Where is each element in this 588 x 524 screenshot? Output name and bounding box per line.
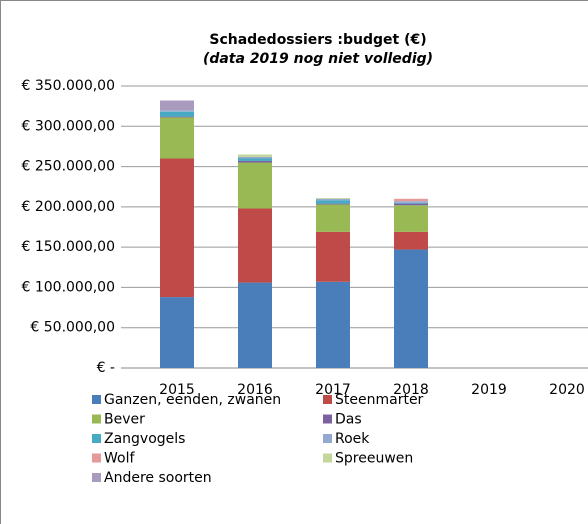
x-tick-label: 2016 [237, 382, 273, 398]
bar-segment [238, 156, 272, 159]
bar-segment [316, 204, 350, 232]
y-tick-label: € 100.000,00 [21, 279, 115, 295]
x-tick-label: 2017 [315, 382, 351, 398]
y-tick-label: € 150.000,00 [21, 239, 115, 255]
bar-segment [238, 208, 272, 283]
legend-label: Spreeuwen [335, 451, 413, 467]
y-tick-label: € 50.000,00 [30, 320, 115, 336]
bar-segment [160, 110, 194, 112]
bar-segment [316, 200, 350, 204]
chart-title: Schadedossiers :budget (€) [209, 32, 426, 48]
legend-label: Andere soorten [104, 470, 212, 486]
legend-swatch [323, 414, 332, 424]
bar-segment [160, 111, 194, 117]
bar-segment [316, 231, 350, 282]
legend-label: Steenmarter [335, 392, 424, 408]
bar-segment [160, 100, 194, 111]
chart-subtitle: (data 2019 nog niet volledig) [203, 51, 433, 67]
bar-segment [394, 202, 428, 204]
bar-segment [238, 162, 272, 209]
legend-swatch [92, 414, 101, 424]
bar-segment [160, 297, 194, 368]
y-tick-label: € - [97, 360, 115, 376]
x-tick-label: 2019 [471, 382, 507, 398]
legend-swatch [323, 395, 332, 404]
legend-swatch [92, 473, 101, 482]
bar-segment [316, 198, 350, 201]
bar-segment [316, 197, 350, 199]
legend-swatch [92, 453, 101, 463]
bar-segment [394, 201, 428, 203]
x-tick-label: 2018 [393, 382, 429, 398]
bar-segment [316, 281, 350, 368]
x-tick-label: 2015 [159, 382, 195, 398]
bar-segment [394, 205, 428, 232]
legend-label: Das [335, 412, 362, 428]
bar-segment [238, 282, 272, 368]
y-tick-label: € 250.000,00 [21, 159, 115, 175]
bar-segment [160, 116, 194, 118]
y-tick-label: € 300.000,00 [21, 118, 115, 134]
legend-label: Zangvogels [104, 431, 185, 447]
legend-label: Wolf [104, 451, 135, 467]
legend-swatch [323, 434, 332, 443]
bar-segment [160, 158, 194, 298]
x-tick-label: 2020 [549, 382, 585, 398]
bar-segment [238, 158, 272, 161]
bar-segment [394, 231, 428, 250]
bar-segment [160, 117, 194, 159]
y-tick-label: € 350.000,00 [21, 78, 115, 94]
bar-segment [394, 249, 428, 368]
legend-label: Bever [104, 412, 145, 428]
bar-segment [238, 154, 272, 157]
bar-segment [316, 203, 350, 205]
legend-label: Ganzen, eenden, zwanen [104, 392, 281, 408]
bar-segment [394, 198, 428, 202]
legend-swatch [92, 395, 101, 404]
legend-swatch [323, 453, 332, 463]
y-tick-label: € 200.000,00 [21, 199, 115, 215]
bar-segment [394, 203, 428, 206]
legend-swatch [92, 434, 101, 443]
legend-label: Roek [335, 431, 370, 447]
bar-segment [238, 160, 272, 163]
